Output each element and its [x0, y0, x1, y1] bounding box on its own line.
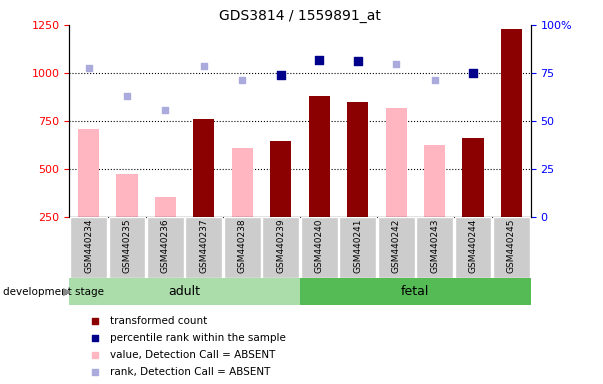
Point — [84, 65, 93, 71]
Bar — [270, 141, 291, 217]
Point — [160, 108, 170, 114]
Point — [469, 231, 478, 237]
Point — [468, 70, 478, 76]
FancyBboxPatch shape — [301, 217, 338, 278]
FancyBboxPatch shape — [70, 217, 107, 278]
Text: GSM440245: GSM440245 — [507, 219, 516, 273]
Point — [353, 58, 362, 65]
Point — [314, 58, 324, 64]
FancyBboxPatch shape — [147, 217, 184, 278]
Bar — [347, 102, 368, 217]
FancyBboxPatch shape — [339, 217, 376, 278]
FancyBboxPatch shape — [416, 217, 453, 278]
FancyBboxPatch shape — [109, 217, 145, 278]
Bar — [385, 108, 406, 217]
Bar — [309, 96, 330, 217]
FancyBboxPatch shape — [69, 278, 300, 305]
Text: GSM440236: GSM440236 — [161, 219, 170, 273]
Text: GSM440244: GSM440244 — [469, 219, 478, 273]
Text: GSM440237: GSM440237 — [200, 219, 209, 273]
FancyBboxPatch shape — [300, 278, 531, 305]
Text: GSM440241: GSM440241 — [353, 219, 362, 273]
Bar — [232, 148, 253, 217]
Text: GSM440240: GSM440240 — [315, 219, 324, 273]
Bar — [194, 119, 215, 217]
Text: GSM440235: GSM440235 — [122, 219, 131, 273]
Text: transformed count: transformed count — [110, 316, 207, 326]
FancyBboxPatch shape — [455, 217, 491, 278]
Point — [122, 93, 132, 99]
Point — [430, 77, 440, 83]
Bar — [424, 145, 445, 217]
Text: rank, Detection Call = ABSENT: rank, Detection Call = ABSENT — [110, 367, 270, 377]
Text: GSM440239: GSM440239 — [276, 219, 285, 273]
Text: GSM440243: GSM440243 — [430, 219, 439, 273]
Point — [469, 77, 478, 83]
Point — [238, 77, 247, 83]
FancyBboxPatch shape — [186, 217, 223, 278]
Text: percentile rank within the sample: percentile rank within the sample — [110, 333, 286, 343]
Text: GSM440242: GSM440242 — [391, 219, 400, 273]
Bar — [155, 197, 176, 217]
Text: development stage: development stage — [3, 287, 104, 297]
Text: ▶: ▶ — [63, 287, 72, 297]
Bar — [501, 29, 522, 217]
Text: GSM440234: GSM440234 — [84, 219, 93, 273]
FancyBboxPatch shape — [262, 217, 299, 278]
Title: GDS3814 / 1559891_at: GDS3814 / 1559891_at — [219, 8, 381, 23]
Text: fetal: fetal — [401, 285, 429, 298]
FancyBboxPatch shape — [224, 217, 260, 278]
Point — [391, 61, 401, 68]
FancyBboxPatch shape — [377, 217, 414, 278]
Point — [276, 72, 286, 78]
Text: adult: adult — [169, 285, 201, 298]
Bar — [463, 138, 484, 217]
Bar — [78, 129, 99, 217]
Bar — [116, 174, 137, 217]
FancyBboxPatch shape — [493, 217, 530, 278]
Point — [199, 63, 209, 70]
Text: GSM440238: GSM440238 — [238, 219, 247, 273]
Text: value, Detection Call = ABSENT: value, Detection Call = ABSENT — [110, 350, 275, 360]
